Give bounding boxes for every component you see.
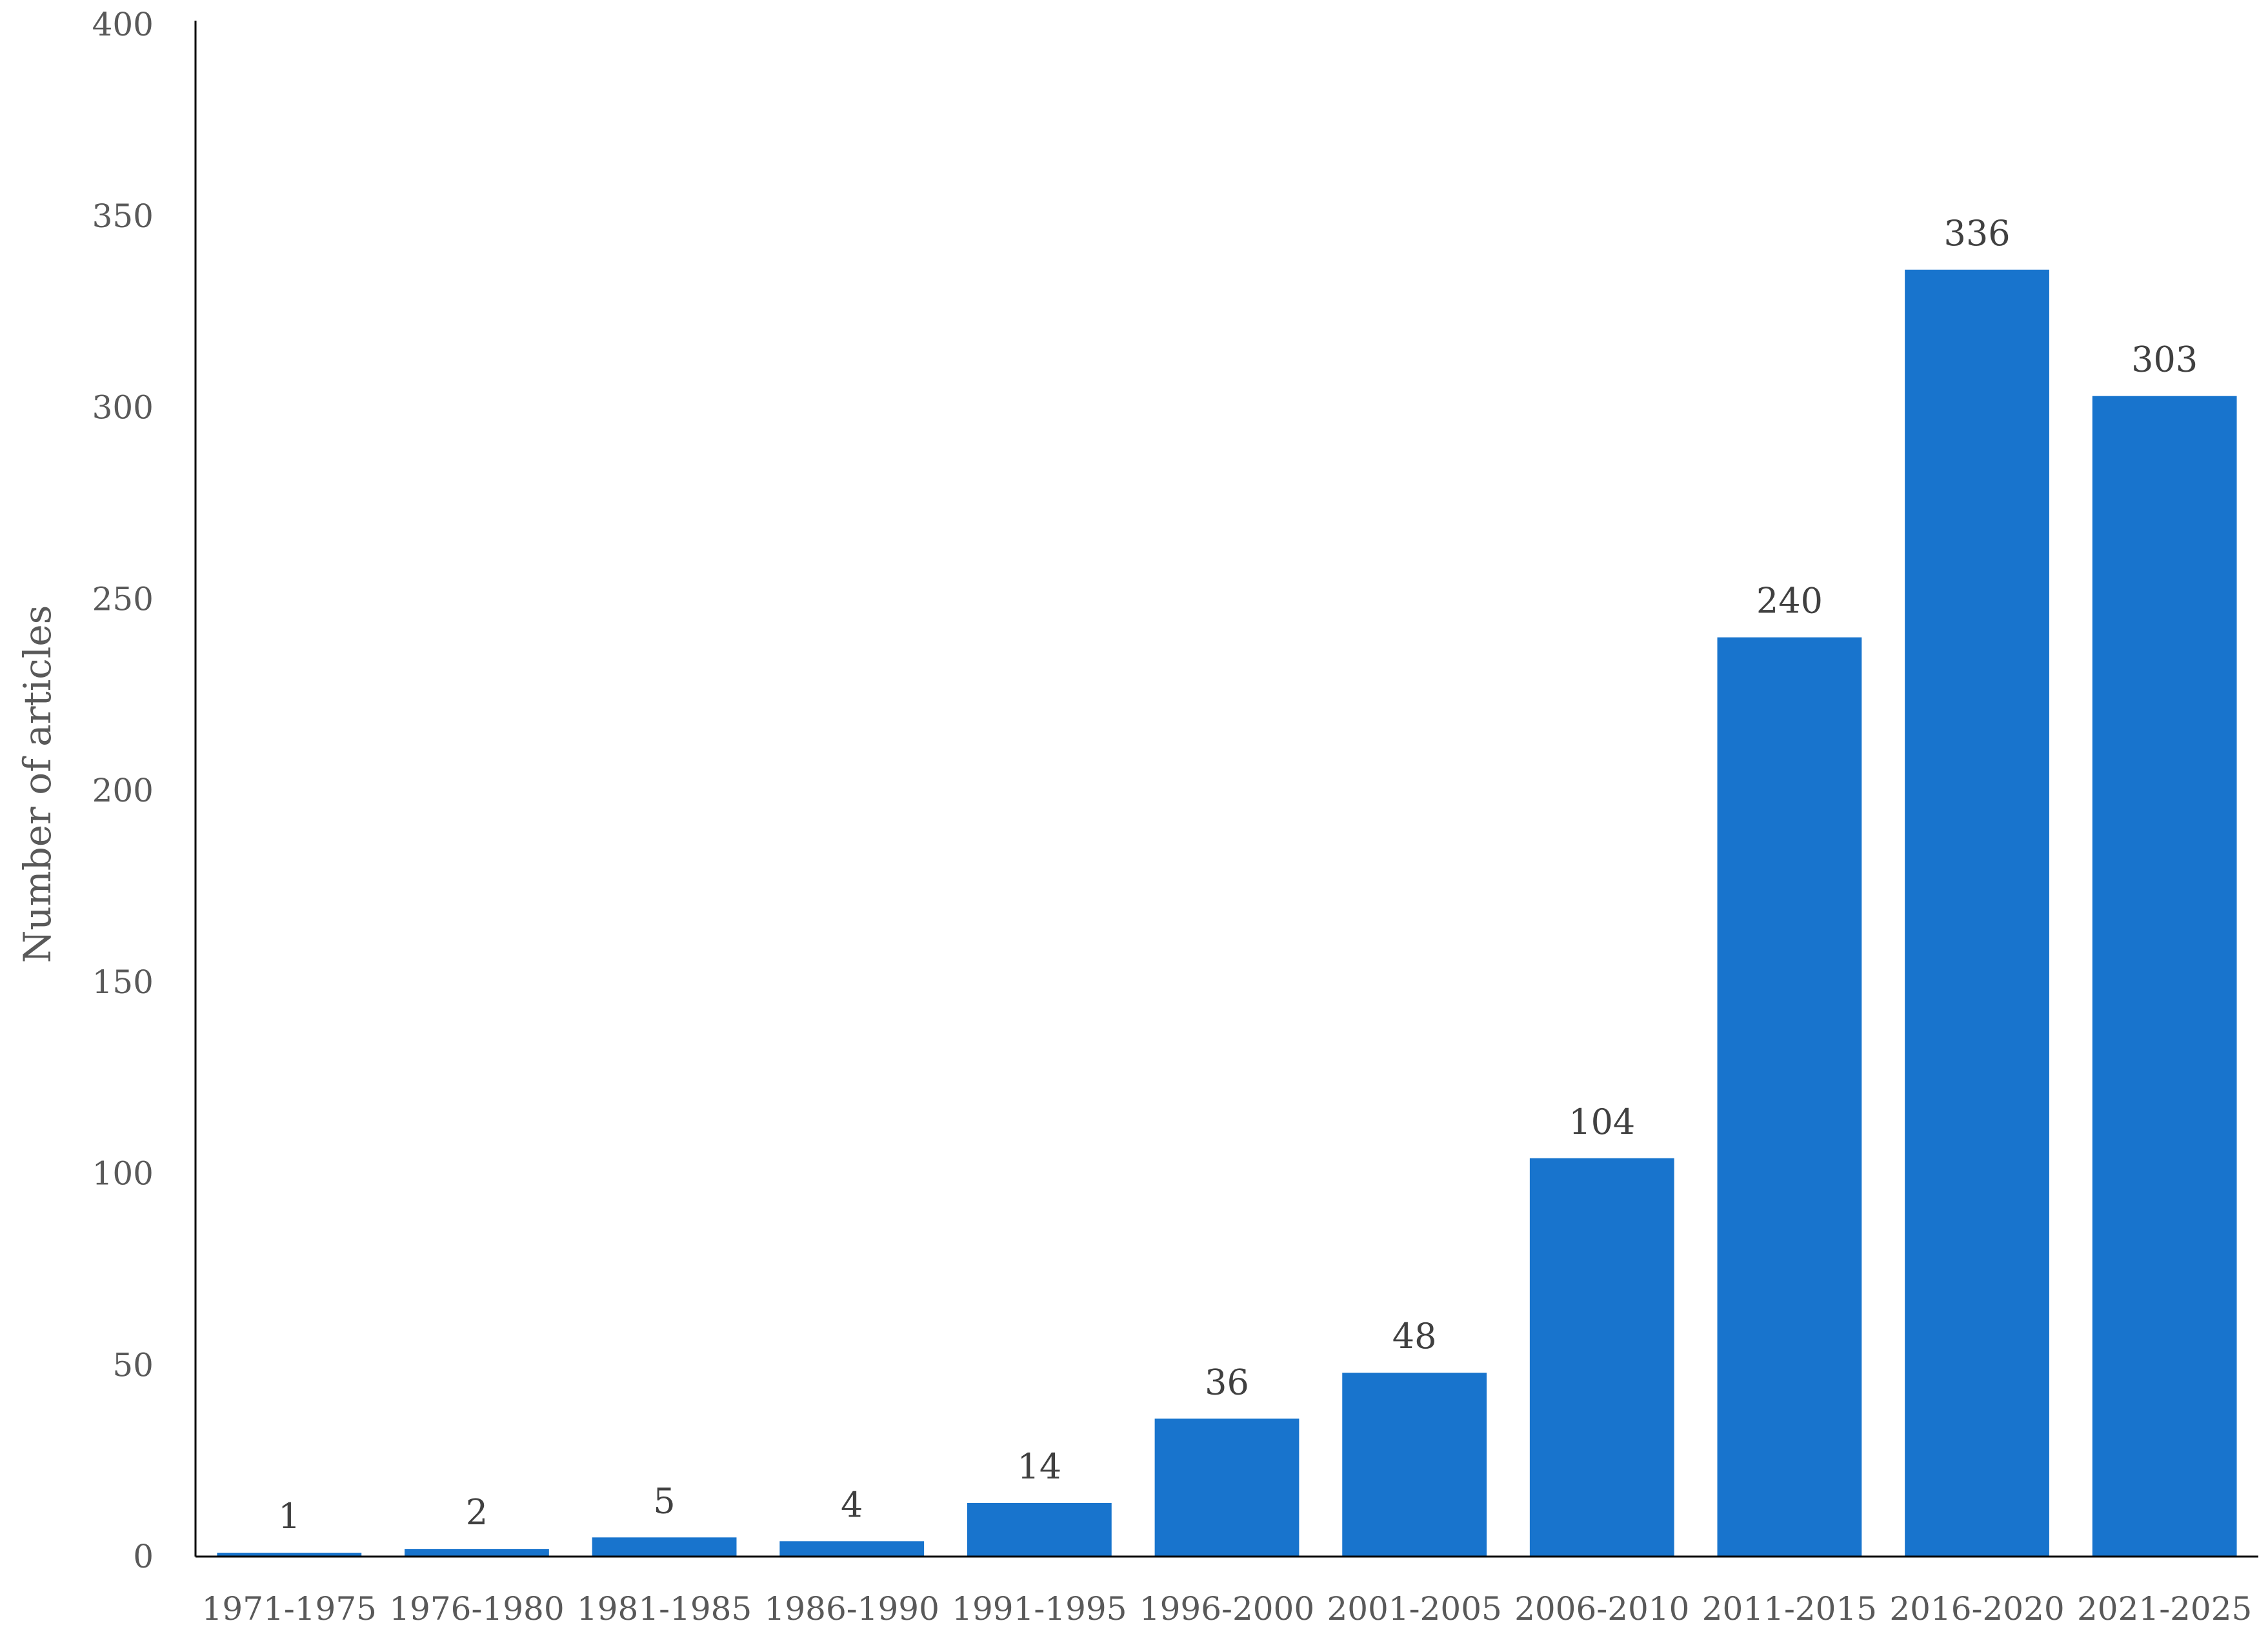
- bar-value-label: 36: [1205, 1362, 1249, 1402]
- x-tick-label: 1996-2000: [1139, 1590, 1314, 1628]
- x-tick-label: 1976-1980: [389, 1590, 564, 1628]
- x-tick-label: 2021-2025: [2077, 1590, 2252, 1628]
- bar-value-label: 336: [1944, 213, 2011, 254]
- x-tick-label: 2006-2010: [1514, 1590, 1689, 1628]
- y-tick-label: 300: [92, 389, 154, 427]
- y-tick-label: 100: [92, 1155, 154, 1193]
- x-tick-label: 1986-1990: [765, 1590, 939, 1628]
- y-tick-label: 0: [133, 1538, 154, 1575]
- bar: [779, 1541, 925, 1557]
- y-axis-ticks: 0 50 100 150 200 250 300 350 400: [92, 6, 154, 1575]
- bar: [1529, 1158, 1674, 1557]
- bar-value-label: 1: [278, 1496, 300, 1537]
- x-tick-label: 1971-1975: [202, 1590, 377, 1628]
- bar-value-label: 4: [841, 1484, 863, 1525]
- bar: [405, 1549, 549, 1557]
- bar: [1717, 637, 1862, 1557]
- y-tick-label: 400: [92, 6, 154, 43]
- bar: [592, 1537, 737, 1557]
- bars: [217, 269, 2237, 1557]
- x-axis-ticks: 1971-1975 1976-1980 1981-1985 1986-1990 1991…: [202, 1590, 2253, 1628]
- x-tick-label: 2001-2005: [1327, 1590, 1501, 1628]
- bar: [2092, 396, 2237, 1557]
- bar: [967, 1502, 1112, 1557]
- y-axis-title: Number of articles: [15, 605, 59, 963]
- data-labels: 1 2 5 4 14 36 48 104 240 336 303: [278, 213, 2198, 1537]
- bar: [217, 1553, 362, 1557]
- bar-value-label: 14: [1018, 1446, 1062, 1487]
- bar: [1342, 1373, 1487, 1557]
- bar-value-label: 240: [1756, 581, 1823, 621]
- bar-value-label: 104: [1569, 1102, 1635, 1142]
- y-tick-label: 350: [92, 197, 154, 235]
- bar-value-label: 5: [653, 1480, 675, 1521]
- x-tick-label: 1991-1995: [952, 1590, 1127, 1628]
- bar: [1154, 1418, 1300, 1557]
- bar-value-label: 48: [1392, 1316, 1437, 1357]
- bar-value-label: 303: [2131, 339, 2198, 380]
- y-tick-label: 50: [112, 1346, 154, 1384]
- x-tick-label: 2011-2015: [1702, 1590, 1877, 1628]
- x-tick-label: 2016-2020: [1889, 1590, 2064, 1628]
- bar: [1905, 269, 2049, 1557]
- x-tick-label: 1981-1985: [577, 1590, 752, 1628]
- y-tick-label: 200: [92, 772, 154, 809]
- y-tick-label: 250: [92, 580, 154, 618]
- y-tick-label: 150: [92, 963, 154, 1001]
- bar-value-label: 2: [466, 1492, 488, 1533]
